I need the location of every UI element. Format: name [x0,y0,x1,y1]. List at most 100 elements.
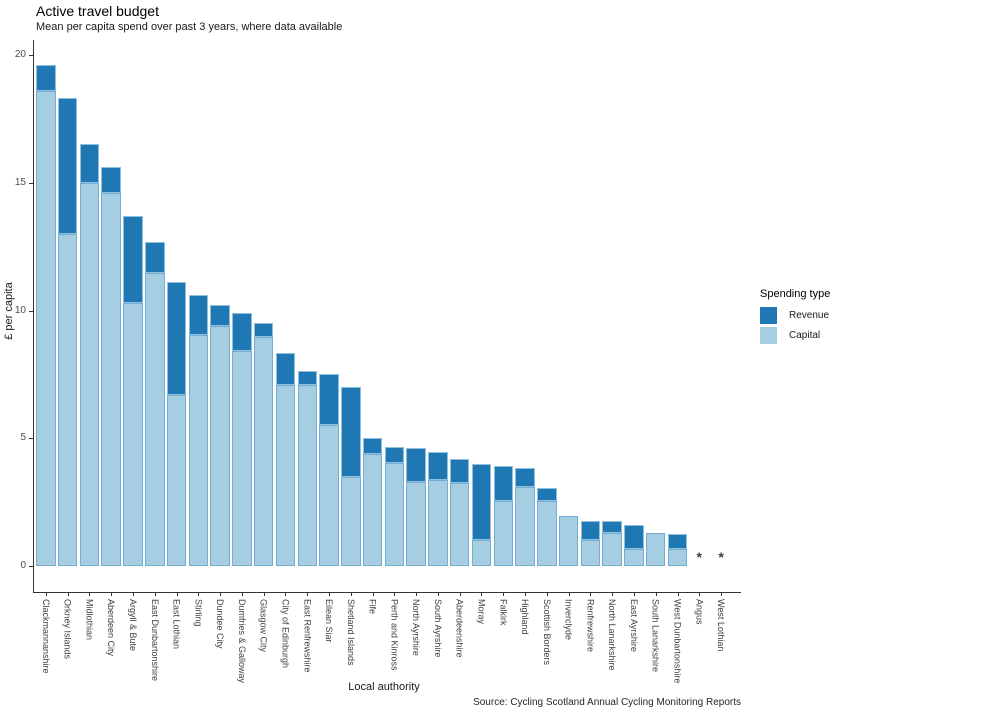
x-tick-label: Shetland Islands [345,599,356,666]
x-axis-line [33,592,741,593]
bar-segment-capital [558,516,579,566]
bar-segment-revenue [297,370,317,385]
bar-segment-capital [471,540,492,566]
y-tick-mark [29,438,33,440]
bar-segment-revenue [537,488,557,501]
bar-segment-revenue [319,374,339,426]
legend-item-capital: Capital [760,327,960,344]
y-axis-line [33,40,34,593]
y-tick-label: 5 [20,432,26,444]
x-tick-mark [372,593,374,596]
bar-segment-revenue [493,466,514,501]
bar-segment-revenue [232,313,252,352]
x-tick-label: West Lothian [716,599,727,652]
bar-segment-capital [362,453,383,566]
x-tick-mark [568,593,570,596]
legend-item-revenue: Revenue [760,307,960,324]
bar-segment-capital [384,462,405,566]
bar-segment-revenue [428,452,448,481]
bar-segment-capital [275,384,296,566]
bar-segment-revenue [123,215,143,303]
bar-segment-capital [515,486,535,566]
x-tick-label: Angus [694,599,705,625]
x-tick-label: Inverclyde [563,599,574,641]
y-tick-label: 15 [14,176,26,188]
legend-swatch-capital [760,327,777,344]
legend-label: Revenue [789,310,830,321]
bar-segment-capital [57,233,78,566]
x-tick-mark [525,593,527,596]
x-tick-label: Dumfries & Galloway [236,599,247,684]
x-tick-mark [459,593,461,596]
bar-segment-revenue [79,144,100,183]
x-tick-label: East Dunbartonshire [149,599,160,682]
x-tick-mark [111,593,113,596]
x-tick-label: Stirling [193,599,204,627]
y-tick-mark [29,182,33,184]
bar-segment-capital [537,500,557,566]
bar-segment-revenue [57,98,78,234]
bar-segment-capital [428,480,448,566]
x-tick-mark [677,593,679,596]
x-tick-mark [481,593,483,596]
x-tick-mark [45,593,47,596]
x-tick-mark [220,593,222,596]
no-data-marker: * [696,549,702,565]
y-tick-label: 10 [14,304,26,316]
x-tick-mark [699,593,701,596]
x-tick-mark [285,593,287,596]
x-tick-label: South Lanarkshire [650,599,661,673]
x-tick-mark [503,593,505,596]
x-tick-mark [394,593,396,596]
bar-segment-revenue [275,352,296,385]
x-tick-label: Falkirk [498,599,509,626]
bar-segment-capital [36,90,56,566]
x-tick-label: Moray [476,599,487,625]
source-note: Source: Cycling Scotland Annual Cycling … [473,697,741,708]
x-tick-label: East Ayrshire [628,599,639,652]
y-tick-mark [29,310,33,312]
chart-title: Active travel budget [36,3,159,19]
bar-segment-capital [145,273,165,566]
bar-segment-capital [602,532,622,566]
bar-segment-revenue [101,167,121,193]
bar-segment-capital [449,482,470,566]
bar-segment-revenue [515,467,535,487]
y-tick-mark [29,566,33,567]
bar-segment-capital [101,192,121,566]
bar-segment-revenue [471,463,492,541]
x-tick-label: North Ayrshire [411,599,422,656]
bar-segment-capital [406,481,426,566]
bar-segment-capital [188,334,209,566]
x-tick-mark [633,593,635,596]
x-tick-label: Orkney Islands [62,599,73,660]
legend-label: Capital [789,330,821,341]
bar-segment-revenue [341,387,361,477]
legend-title: Spending type [760,288,831,300]
x-tick-label: Midlothian [84,599,95,641]
bar-segment-revenue [145,241,165,274]
x-tick-mark [176,593,178,596]
bar-segment-capital [166,394,187,566]
x-tick-mark [655,593,657,596]
bar-segment-revenue [406,448,426,482]
x-tick-label: East Lothian [171,599,182,650]
x-tick-label: Eilean Siar [324,599,335,643]
legend-swatch-revenue [760,307,777,324]
x-tick-label: Glasgow City [258,599,269,653]
x-tick-mark [329,593,331,596]
x-tick-mark [590,593,592,596]
x-tick-label: City of Edinburgh [280,599,291,669]
x-tick-mark [721,593,723,596]
x-tick-mark [612,593,614,596]
bar-segment-capital [341,476,361,566]
x-tick-mark [263,593,265,596]
x-tick-mark [416,593,418,596]
x-tick-mark [89,593,91,596]
bar-segment-revenue [166,282,187,395]
x-tick-label: Fife [367,599,378,615]
x-tick-label: Aberdeenshire [454,599,465,658]
x-tick-mark [350,593,352,596]
x-tick-label: Scottish Borders [541,599,552,666]
